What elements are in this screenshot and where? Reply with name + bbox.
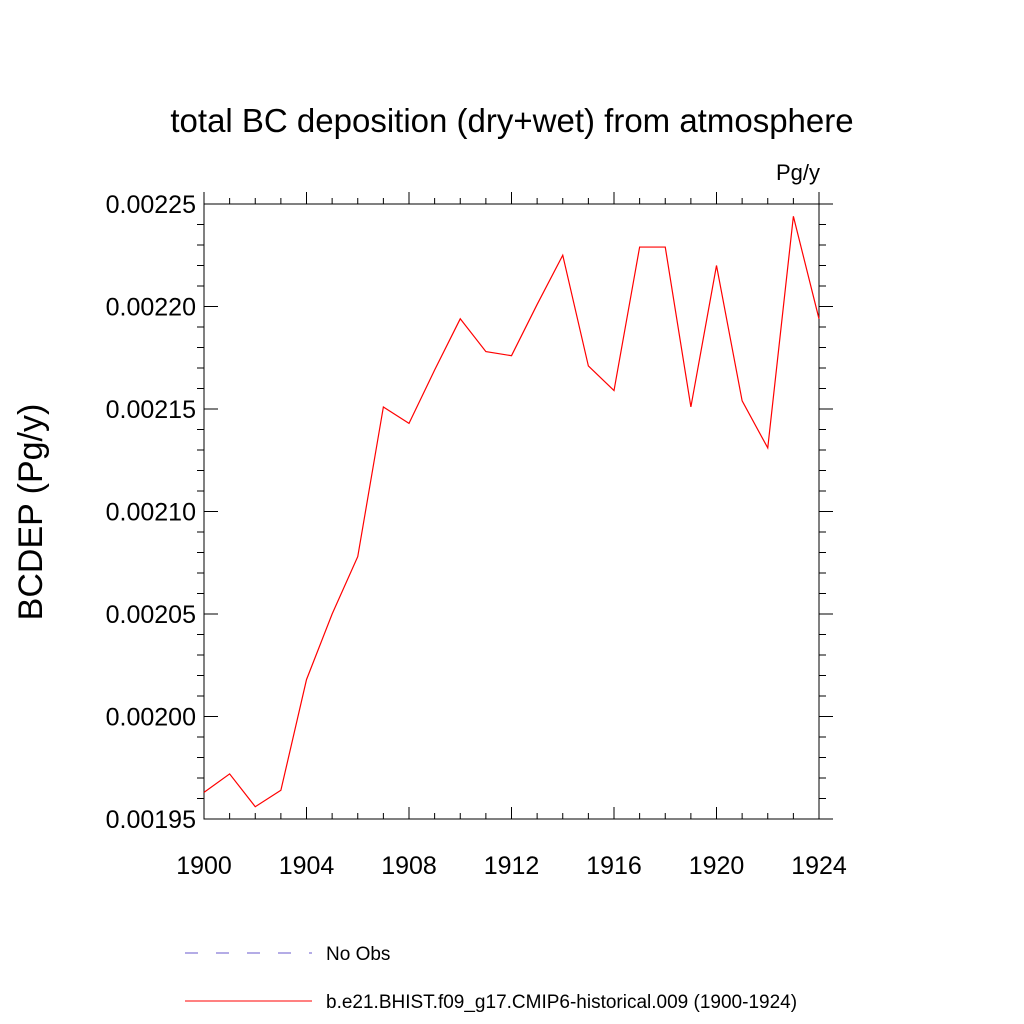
y-tick-label: 0.00225 xyxy=(106,191,196,219)
legend-label: b.e21.BHIST.f09_g17.CMIP6-historical.009… xyxy=(326,992,797,1013)
legend: No Obs b.e21.BHIST.f09_g17.CMIP6-historic… xyxy=(185,944,797,1013)
y-tick-label: 0.00215 xyxy=(106,396,196,424)
units-label: Pg/y xyxy=(776,160,820,185)
x-tick-label: 1924 xyxy=(791,852,847,880)
chart-title: total BC deposition (dry+wet) from atmos… xyxy=(170,102,853,139)
y-tick-label: 0.00210 xyxy=(106,499,196,527)
x-tick-label: 1900 xyxy=(176,852,232,880)
legend-label: No Obs xyxy=(326,944,390,965)
series-line xyxy=(203,216,820,808)
x-tick-label: 1920 xyxy=(689,852,745,880)
y-tick-label: 0.00200 xyxy=(106,704,196,732)
y-tick-label: 0.00205 xyxy=(106,601,196,629)
plot-frame xyxy=(203,203,820,820)
y-axis-label: BCDEP (Pg/y) xyxy=(12,404,50,621)
x-tick-label: 1904 xyxy=(279,852,335,880)
x-tick-label: 1912 xyxy=(484,852,540,880)
axis-ticks: 1900 1904 1908 1912 1916 1920 1924 0.00195 0.002… xyxy=(106,191,847,880)
y-tick-label: 0.00220 xyxy=(106,294,196,322)
x-tick-label: 1908 xyxy=(381,852,437,880)
x-tick-label: 1916 xyxy=(586,852,642,880)
series-group xyxy=(203,216,820,808)
y-tick-label: 0.00195 xyxy=(106,806,196,834)
